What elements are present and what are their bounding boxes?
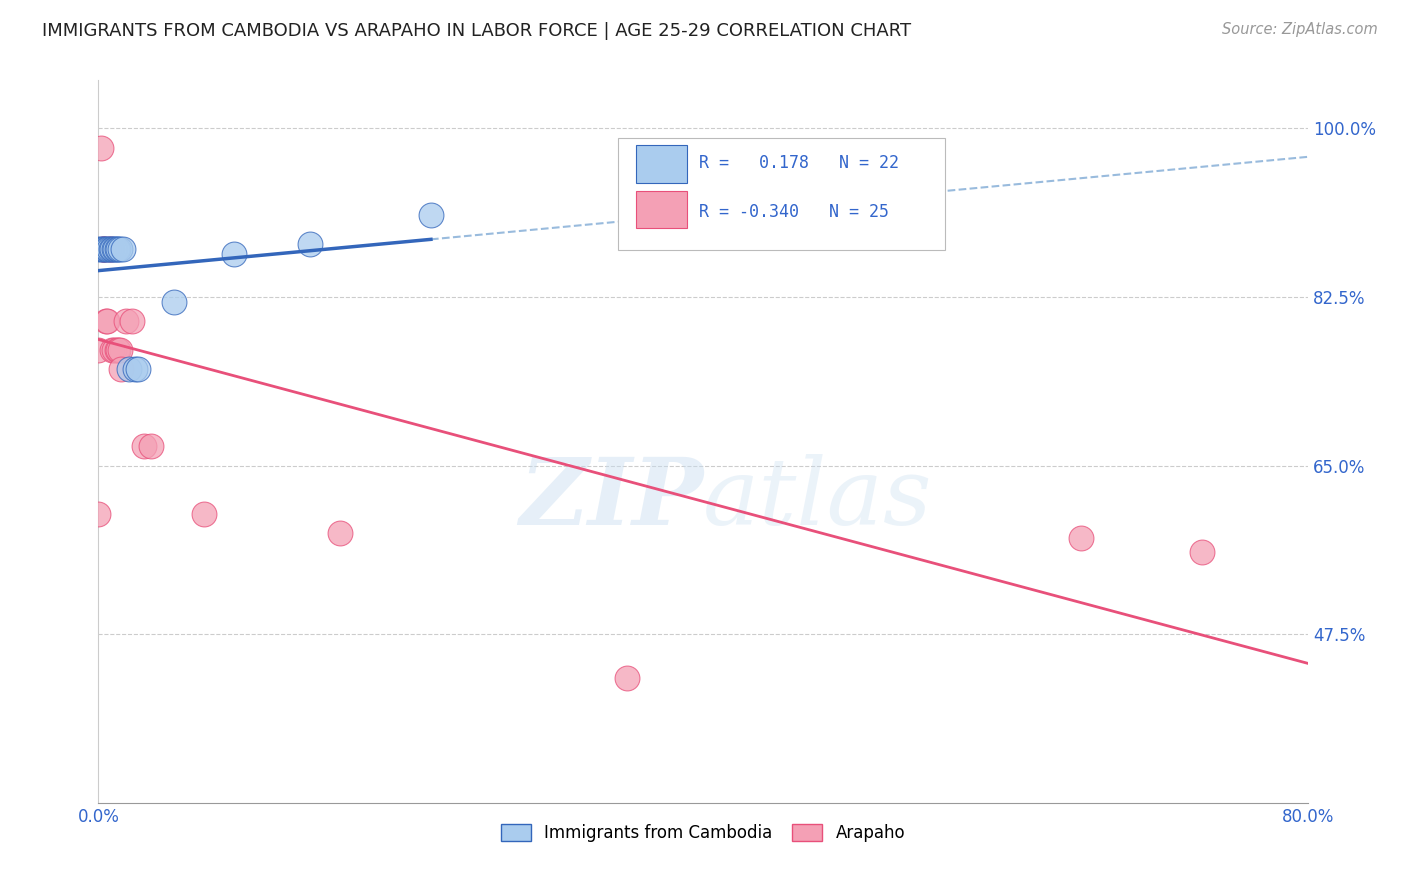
Point [107,343,129,357]
Point [96,314,118,328]
Point [87,343,110,357]
Point [114,314,136,328]
Point [91,242,114,256]
Point [108,343,131,357]
Point [107,242,129,256]
Point [1191,545,1213,559]
Point [163,294,186,309]
Point [94,242,117,256]
Point [193,507,215,521]
Point [91,242,114,256]
Text: atlas: atlas [703,454,932,544]
Point [105,242,128,256]
Text: Source: ZipAtlas.com: Source: ZipAtlas.com [1222,22,1378,37]
Point [118,362,141,376]
Point [224,246,246,260]
Point [616,671,638,685]
Point [329,526,352,541]
Point [100,242,122,256]
Text: ZIP: ZIP [519,454,703,544]
Point [98,242,121,256]
Point [420,208,443,222]
Point [299,237,322,252]
Point [90,242,112,256]
Point [101,343,124,357]
Point [91,242,114,256]
Point [100,242,122,256]
Point [110,362,132,376]
Point [94,314,117,328]
Point [90,141,112,155]
Point [87,507,110,521]
Point [101,242,124,256]
Point [111,242,134,256]
Point [132,439,155,453]
Text: R = -0.340   N = 25: R = -0.340 N = 25 [699,202,890,221]
Point [93,242,115,256]
Point [108,242,131,256]
Point [141,439,163,453]
FancyBboxPatch shape [619,138,945,250]
Point [98,242,121,256]
Text: IMMIGRANTS FROM CAMBODIA VS ARAPAHO IN LABOR FORCE | AGE 25-29 CORRELATION CHART: IMMIGRANTS FROM CAMBODIA VS ARAPAHO IN L… [42,22,911,40]
Point [1070,531,1092,545]
Point [124,362,146,376]
Text: R =   0.178   N = 22: R = 0.178 N = 22 [699,154,900,172]
FancyBboxPatch shape [637,191,688,228]
Point [121,314,143,328]
Point [93,242,115,256]
Point [96,242,118,256]
Point [103,343,125,357]
Point [103,242,125,256]
FancyBboxPatch shape [637,145,688,183]
Point [105,343,128,357]
Point [127,362,149,376]
Legend: Immigrants from Cambodia, Arapaho: Immigrants from Cambodia, Arapaho [494,817,912,848]
Point [87,242,110,256]
Point [104,242,127,256]
